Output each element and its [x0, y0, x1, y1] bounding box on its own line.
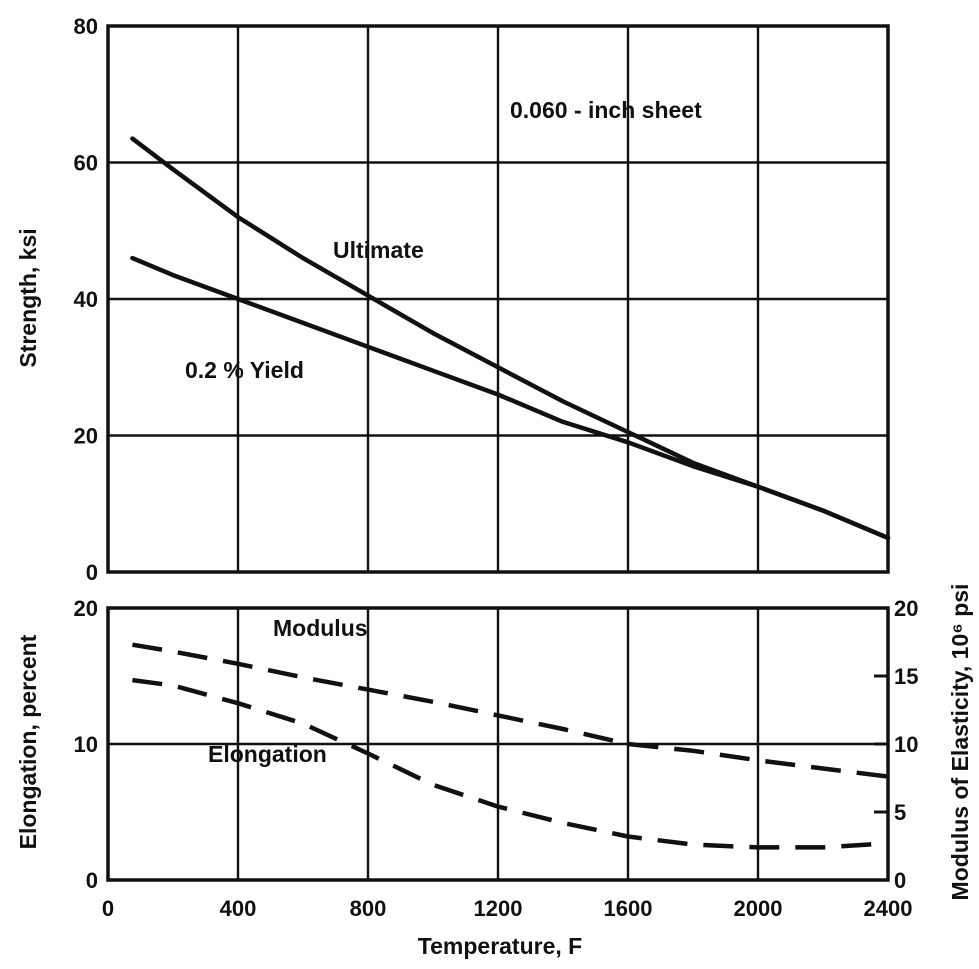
- elongation-tick-20: 20: [74, 596, 98, 621]
- modulus-tick-20: 20: [894, 596, 918, 621]
- ultimate-curve: [130, 136, 891, 541]
- temperature-tick-1600: 1600: [604, 896, 653, 921]
- strength-tick-0: 0: [86, 560, 98, 585]
- modulus-tick-10: 10: [894, 732, 918, 757]
- modulus-tick-15: 15: [894, 664, 918, 689]
- elongation-tick-10: 10: [74, 732, 98, 757]
- temperature-axis-label: Temperature, F: [418, 933, 582, 959]
- sheet-annotation: 0.060 - inch sheet: [510, 97, 702, 123]
- chart-curves: [130, 136, 891, 850]
- series-label-modulus: Modulus: [273, 615, 368, 641]
- series-label-ultimate: Ultimate: [333, 237, 424, 263]
- temperature-tick-1200: 1200: [474, 896, 523, 921]
- modulus-tick-0: 0: [894, 868, 906, 893]
- elongation-curve: [132, 677, 889, 850]
- strength-axis-label: Strength, ksi: [15, 228, 41, 367]
- series-label-elongation: Elongation: [208, 741, 327, 767]
- strength-tick-40: 40: [74, 287, 98, 312]
- yield-curve: [130, 255, 891, 541]
- modulus-tick-5: 5: [894, 800, 906, 825]
- elongation-axis-label: Elongation, percent: [15, 634, 41, 849]
- temperature-tick-2400: 2400: [864, 896, 913, 921]
- temperature-tick-400: 400: [220, 896, 257, 921]
- temperature-tick-800: 800: [350, 896, 387, 921]
- series-label-yield: 0.2 % Yield: [185, 357, 304, 383]
- elongation-panel-grid: [106, 606, 890, 882]
- strength-tick-80: 80: [74, 14, 98, 39]
- strength-tick-60: 60: [74, 151, 98, 176]
- strength-tick-20: 20: [74, 424, 98, 449]
- elongation-tick-0: 0: [86, 868, 98, 893]
- strength-panel-frame: [106, 24, 890, 574]
- modulus-curve: [132, 642, 889, 779]
- temperature-tick-2000: 2000: [734, 896, 783, 921]
- modulus-axis-label: Modulus of Elasticity, 10⁶ psi: [947, 584, 973, 901]
- temperature-tick-0: 0: [102, 896, 114, 921]
